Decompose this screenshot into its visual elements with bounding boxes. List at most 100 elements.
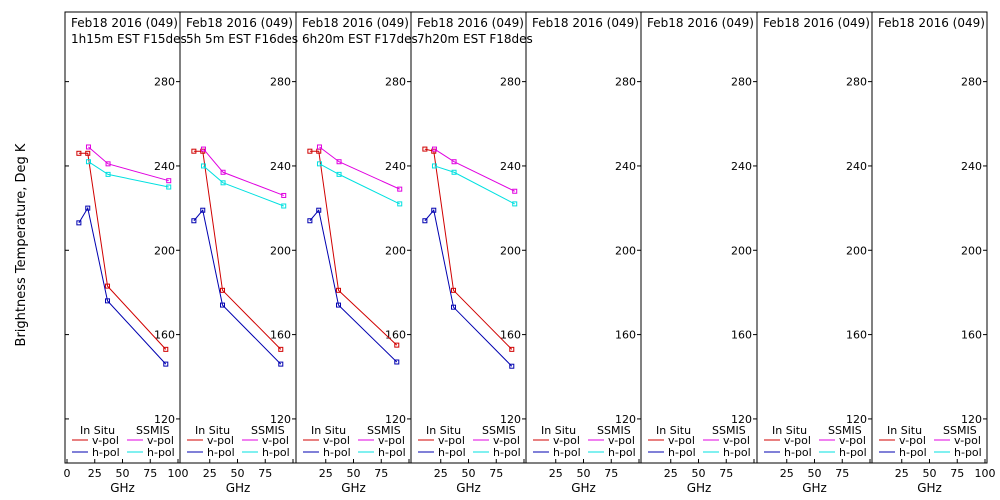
data-point xyxy=(512,188,518,194)
panel-title-time: 6h20m EST F17des xyxy=(302,32,418,46)
panel-title-date: Feb18 2016 (049) xyxy=(647,16,754,30)
legend-insitu-hpol-label: h-pol xyxy=(92,446,120,459)
legend-ssmis-vpol-label: v-pol xyxy=(839,434,866,447)
legend-ssmis-title: SSMIS xyxy=(367,424,401,437)
panel-title-date: Feb18 2016 (049) xyxy=(302,16,409,30)
legend-ssmis-vpol-label: v-pol xyxy=(493,434,520,447)
data-point xyxy=(307,218,313,224)
x-tick-label: 25 xyxy=(434,467,448,480)
data-point xyxy=(220,302,226,308)
legend-insitu-hpol-label: h-pol xyxy=(438,446,466,459)
data-point xyxy=(278,346,284,352)
data-point xyxy=(220,287,226,293)
series-line-ssmis-h-pol xyxy=(203,165,284,207)
series-line-ssmis-v-pol xyxy=(434,148,515,192)
legend-insitu-hpol-label: h-pol xyxy=(207,446,235,459)
data-point xyxy=(397,186,403,192)
x-tick-label: 75 xyxy=(604,467,618,480)
y-tick-label: 160 xyxy=(615,329,636,342)
data-point xyxy=(336,302,342,308)
data-point xyxy=(85,159,91,165)
data-point xyxy=(422,146,428,152)
data-point xyxy=(76,220,82,226)
x-tick-label: 0 xyxy=(64,467,71,480)
legend-ssmis-hpol-label: h-pol xyxy=(262,446,290,459)
y-tick-label: 280 xyxy=(846,76,867,89)
data-point xyxy=(336,159,342,165)
panel-title-time: 7h20m EST F18des xyxy=(417,32,533,46)
x-axis-label: GHz xyxy=(687,481,712,495)
series-line-in-situ-v-pol xyxy=(309,150,398,346)
y-tick-label: 280 xyxy=(270,76,291,89)
data-point xyxy=(336,171,342,177)
data-point xyxy=(316,207,322,213)
data-point xyxy=(166,178,172,184)
legend-insitu-vpol-label: v-pol xyxy=(207,434,234,447)
y-tick-label: 160 xyxy=(500,329,521,342)
y-tick-label: 200 xyxy=(961,244,982,257)
series-line-ssmis-h-pol xyxy=(319,163,400,205)
data-point xyxy=(451,287,457,293)
legend-insitu-hpol-label: h-pol xyxy=(784,446,812,459)
data-point xyxy=(281,192,287,198)
data-point xyxy=(394,342,400,348)
legend-ssmis-hpol-label: h-pol xyxy=(608,446,636,459)
legend-ssmis-vpol-label: v-pol xyxy=(378,434,405,447)
panel-5: Feb18 2016 (049) 120 160 200 240 280 25 50 75 GHz… xyxy=(525,11,642,495)
x-tick-label: 75 xyxy=(719,467,733,480)
legend-insitu-title: In Situ xyxy=(656,424,691,437)
legend-insitu-title: In Situ xyxy=(426,424,461,437)
x-tick-label: 75 xyxy=(374,467,388,480)
y-tick-label: 120 xyxy=(731,413,752,426)
legend-ssmis-title: SSMIS xyxy=(712,424,746,437)
legend-ssmis-hpol-label: h-pol xyxy=(147,446,175,459)
y-tick-label: 120 xyxy=(270,413,291,426)
x-tick-label: 50 xyxy=(347,467,361,480)
y-tick-label: 200 xyxy=(615,244,636,257)
y-tick-label: 240 xyxy=(270,160,291,173)
x-tick-label: 50 xyxy=(577,467,591,480)
panel-title-date: Feb18 2016 (049) xyxy=(417,16,524,30)
legend-insitu-title: In Situ xyxy=(80,424,115,437)
legend-ssmis-title: SSMIS xyxy=(943,424,977,437)
panel-title-date: Feb18 2016 (049) xyxy=(532,16,639,30)
panel-2: Feb18 2016 (049) 5h 5m EST F16des 120 160 20… xyxy=(179,11,298,495)
x-tick-label: 100 xyxy=(975,467,996,480)
data-point xyxy=(105,161,111,167)
data-point xyxy=(281,203,287,209)
data-point xyxy=(76,150,82,156)
data-point xyxy=(431,163,437,169)
legend-insitu-vpol-label: v-pol xyxy=(438,434,465,447)
x-tick-label: 25 xyxy=(895,467,909,480)
panel-title-date: Feb18 2016 (049) xyxy=(763,16,870,30)
x-tick-label: 50 xyxy=(231,467,245,480)
y-tick-label: 200 xyxy=(385,244,406,257)
data-point xyxy=(166,184,172,190)
legend-insitu-hpol-label: h-pol xyxy=(553,446,581,459)
x-axis-label: GHz xyxy=(226,481,251,495)
data-point xyxy=(512,201,518,207)
x-tick-label: 25 xyxy=(319,467,333,480)
panel-7: Feb18 2016 (049) 120 160 200 240 280 25 50 75 GHz… xyxy=(756,11,873,495)
data-point xyxy=(191,148,197,154)
data-point xyxy=(394,359,400,365)
series-line-ssmis-v-pol xyxy=(203,148,284,196)
legend-insitu-vpol-label: v-pol xyxy=(323,434,350,447)
data-point xyxy=(316,161,322,167)
y-tick-label: 280 xyxy=(385,76,406,89)
legend-insitu-title: In Situ xyxy=(772,424,807,437)
data-point xyxy=(85,150,91,156)
data-point xyxy=(163,361,169,367)
legend-insitu-vpol-label: v-pol xyxy=(784,434,811,447)
y-tick-label: 200 xyxy=(154,244,175,257)
data-point xyxy=(200,163,206,169)
y-tick-label: 160 xyxy=(270,329,291,342)
x-tick-label: 50 xyxy=(116,467,130,480)
legend-insitu-vpol-label: v-pol xyxy=(668,434,695,447)
legend-ssmis-hpol-label: h-pol xyxy=(378,446,406,459)
legend-insitu-vpol-label: v-pol xyxy=(553,434,580,447)
